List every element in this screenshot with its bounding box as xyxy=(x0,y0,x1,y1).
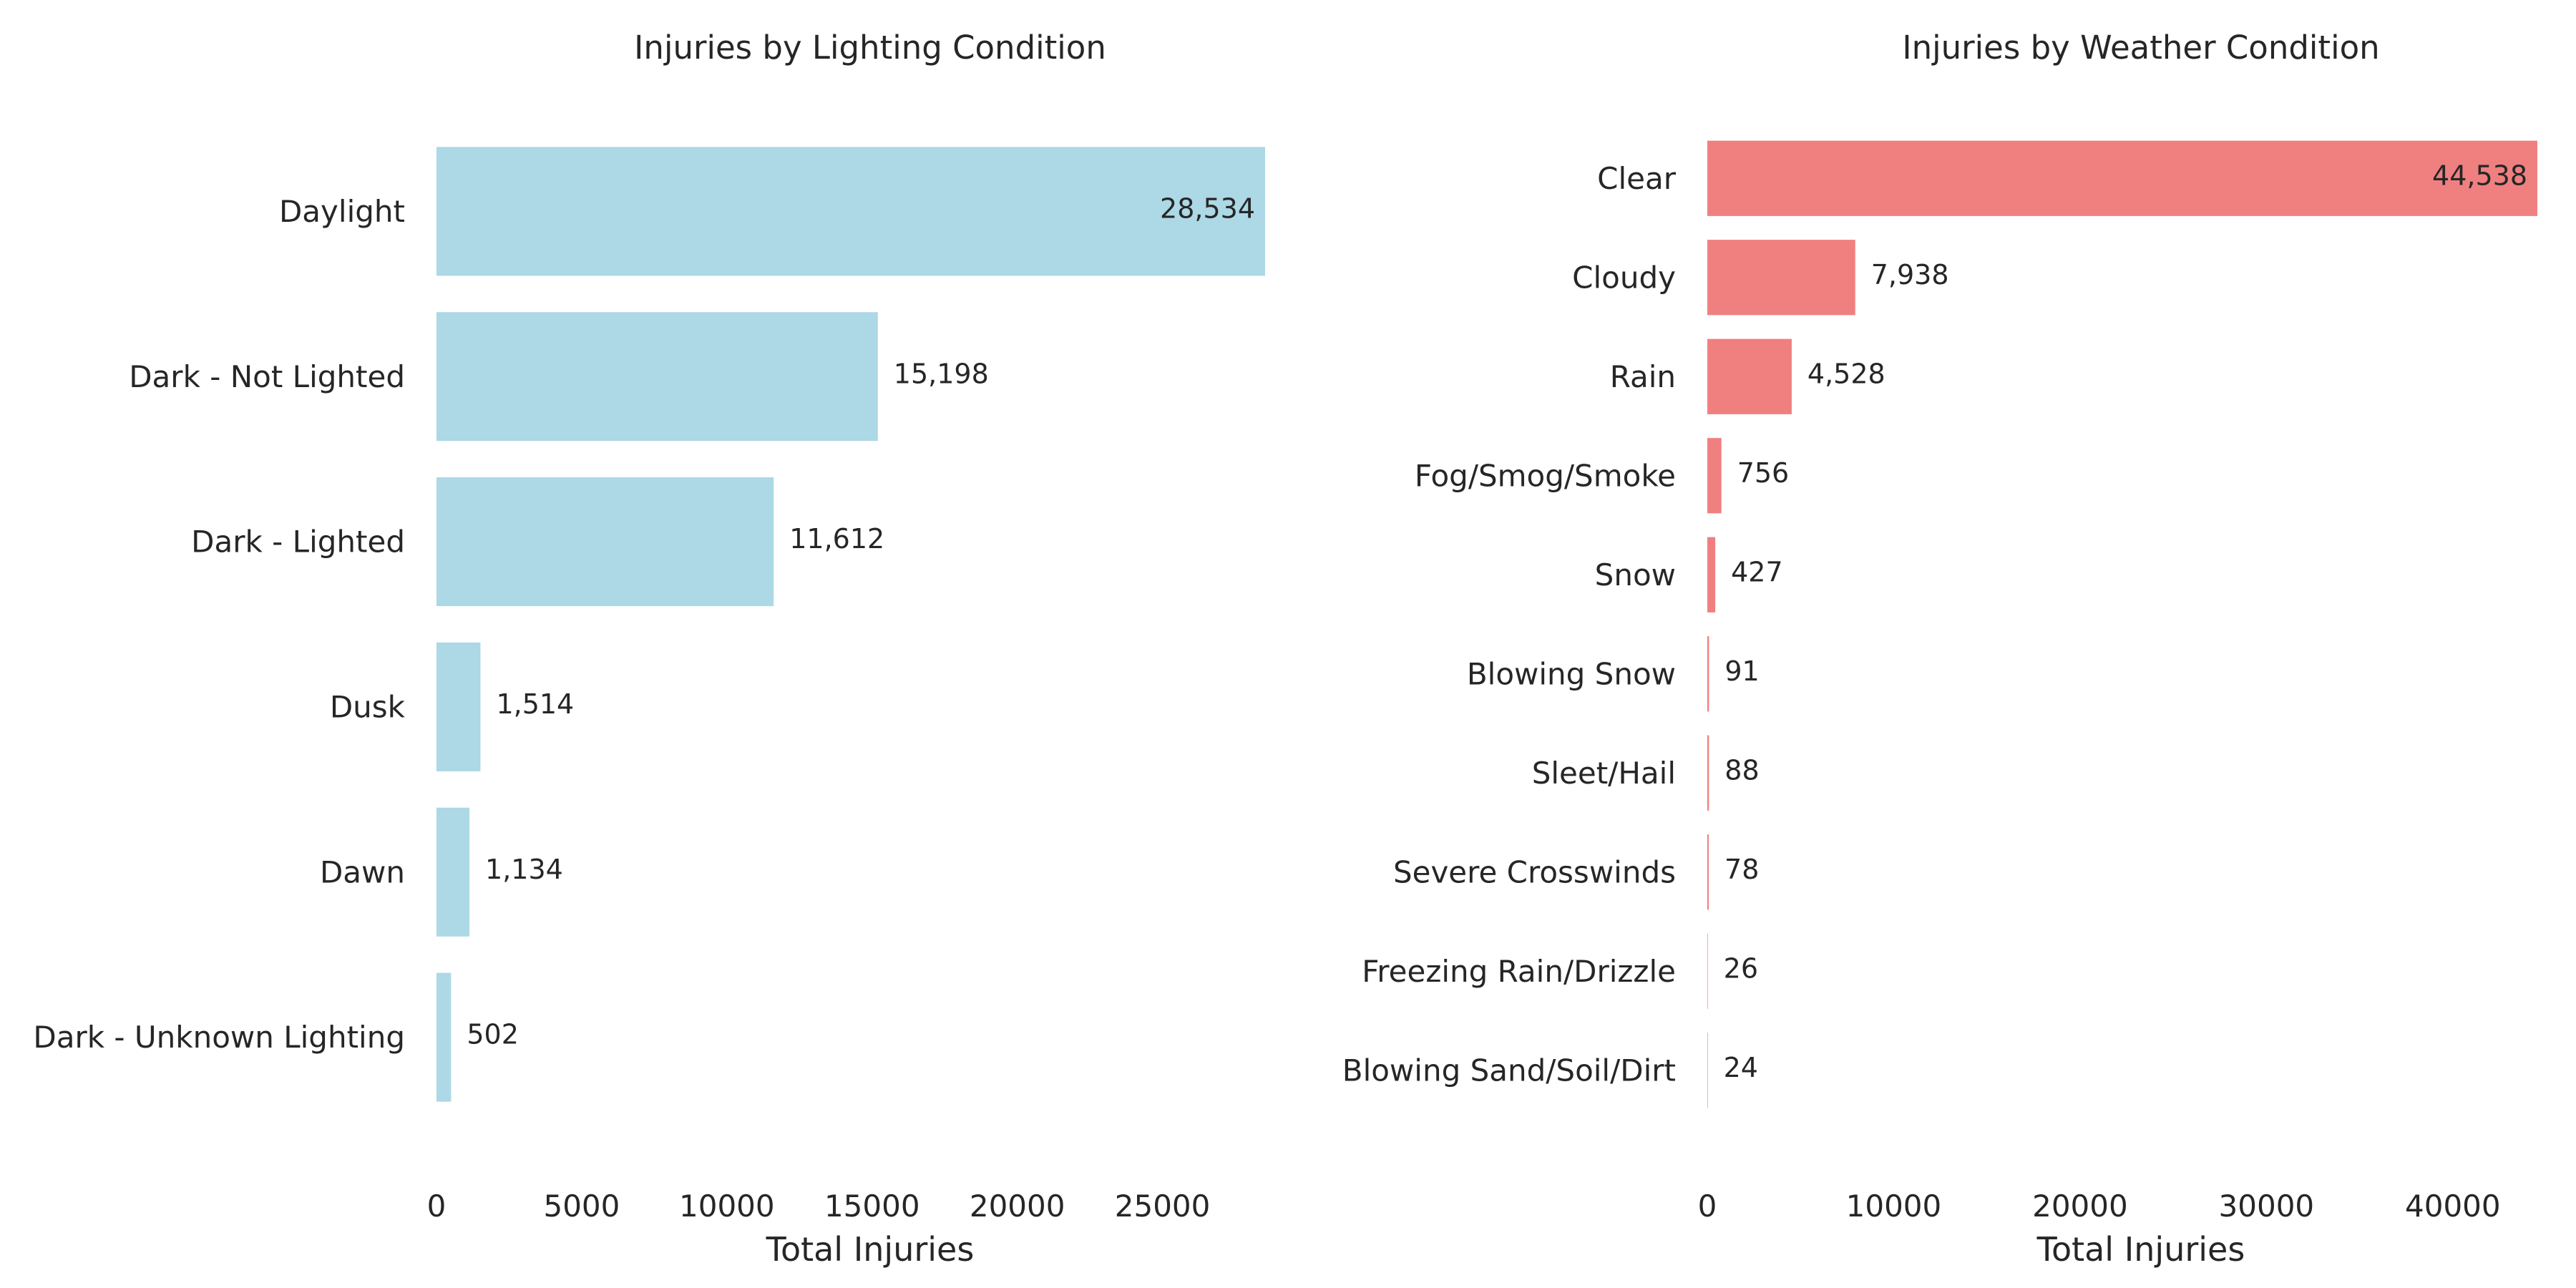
weather-bar xyxy=(1707,735,1709,811)
lighting-x-ticks: 0 5000 10000 15000 20000 25000 xyxy=(427,1189,1211,1224)
lighting-value-label: 15,198 xyxy=(894,358,989,389)
lighting-value-label: 11,612 xyxy=(789,523,884,555)
weather-category-label: Sleet/Hail xyxy=(1532,756,1676,791)
weather-bar xyxy=(1707,438,1722,514)
weather-category-label: Severe Crosswinds xyxy=(1393,854,1676,889)
weather-value-label: 7,938 xyxy=(1871,259,1949,291)
lighting-category-label: Dawn xyxy=(320,854,405,889)
weather-category-label: Rain xyxy=(1610,359,1676,394)
lighting-bar xyxy=(436,147,1265,276)
lighting-value-label: 502 xyxy=(467,1019,519,1050)
weather-value-label: 91 xyxy=(1724,655,1759,687)
weather-category-label: Cloudy xyxy=(1572,260,1676,295)
weather-x-ticks: 0 10000 20000 30000 40000 xyxy=(1698,1189,2501,1224)
weather-x-tick-label: 30000 xyxy=(2219,1189,2315,1224)
weather-bars: Clear 44,538 Cloudy 7,938 Rain 4,528 Fog/Smog/… xyxy=(1342,140,2537,1108)
lighting-category-label: Dark - Unknown Lighting xyxy=(33,1020,405,1055)
weather-value-label: 26 xyxy=(1724,952,1758,984)
lighting-x-tick-label: 5000 xyxy=(543,1189,620,1224)
lighting-bar xyxy=(436,972,452,1102)
lighting-x-tick-label: 20000 xyxy=(970,1189,1065,1224)
weather-x-tick-label: 0 xyxy=(1698,1189,1717,1224)
weather-category-label: Clear xyxy=(1597,161,1677,196)
weather-category-label: Snow xyxy=(1595,557,1676,592)
weather-x-tick-label: 40000 xyxy=(2405,1189,2501,1224)
lighting-category-label: Dark - Not Lighted xyxy=(129,359,405,394)
lighting-bars: Daylight 28,534 Dark - Not Lighted 15,198 Da… xyxy=(33,147,1265,1102)
weather-value-label: 44,538 xyxy=(2432,160,2527,191)
lighting-x-tick-label: 0 xyxy=(427,1189,447,1224)
weather-category-label: Freezing Rain/Drizzle xyxy=(1362,954,1676,989)
weather-value-label: 427 xyxy=(1731,556,1783,587)
weather-value-label: 4,528 xyxy=(1807,358,1885,389)
weather-bar xyxy=(1707,636,1709,712)
weather-value-label: 756 xyxy=(1737,457,1790,489)
lighting-value-label: 1,514 xyxy=(496,688,574,720)
lighting-bar xyxy=(436,642,481,771)
lighting-bar xyxy=(436,312,878,441)
lighting-category-label: Dusk xyxy=(330,689,406,724)
lighting-value-label: 1,134 xyxy=(485,854,563,885)
weather-chart: Injuries by Weather Condition Clear 44,53… xyxy=(1342,29,2537,1269)
lighting-x-tick-label: 15000 xyxy=(824,1189,920,1224)
lighting-bar xyxy=(436,477,774,607)
weather-bar xyxy=(1707,338,1792,414)
weather-bar xyxy=(1707,537,1716,613)
lighting-chart-title: Injuries by Lighting Condition xyxy=(634,29,1106,67)
weather-bar xyxy=(1707,140,2537,216)
lighting-bar xyxy=(436,807,470,937)
lighting-value-label: 28,534 xyxy=(1160,192,1255,224)
weather-value-label: 24 xyxy=(1724,1052,1758,1083)
lighting-category-label: Daylight xyxy=(279,194,405,229)
weather-value-label: 78 xyxy=(1724,854,1759,885)
lighting-x-tick-label: 25000 xyxy=(1115,1189,1211,1224)
lighting-chart: Injuries by Lighting Condition Daylight 2… xyxy=(33,29,1265,1269)
lighting-category-label: Dark - Lighted xyxy=(191,525,405,560)
weather-bar xyxy=(1707,933,1708,1009)
weather-value-label: 88 xyxy=(1724,754,1759,786)
weather-category-label: Blowing Snow xyxy=(1467,656,1676,691)
weather-category-label: Fog/Smog/Smoke xyxy=(1415,458,1676,493)
weather-bar xyxy=(1707,1033,1708,1108)
weather-x-axis-label: Total Injuries xyxy=(2036,1230,2245,1269)
weather-x-tick-label: 20000 xyxy=(2032,1189,2128,1224)
weather-bar xyxy=(1707,834,1709,910)
lighting-x-axis-label: Total Injuries xyxy=(766,1230,975,1269)
lighting-x-tick-label: 10000 xyxy=(679,1189,775,1224)
weather-category-label: Blowing Sand/Soil/Dirt xyxy=(1342,1053,1676,1088)
weather-chart-title: Injuries by Weather Condition xyxy=(1902,29,2379,67)
weather-x-tick-label: 10000 xyxy=(1846,1189,1942,1224)
weather-bar xyxy=(1707,240,1855,316)
